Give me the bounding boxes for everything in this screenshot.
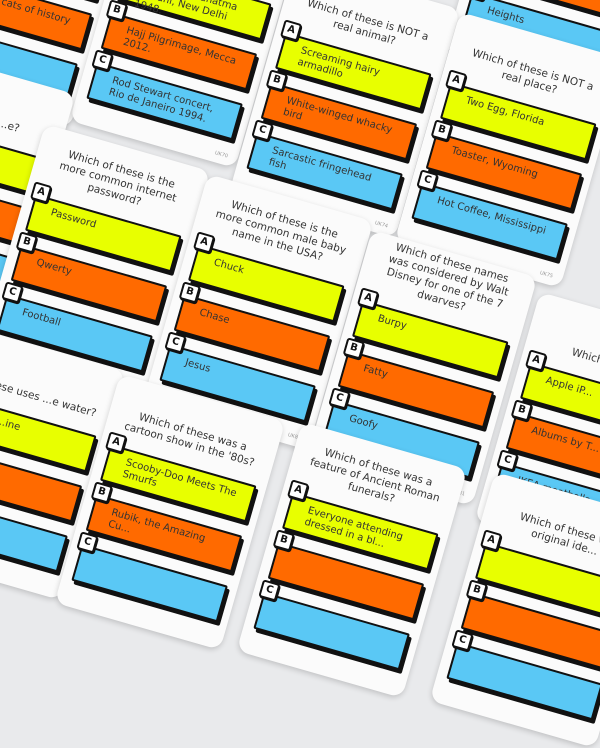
- answer-text: White-winged whacky bird: [282, 95, 394, 136]
- answer-text: Football: [21, 307, 62, 328]
- option-letter-tab: A: [280, 19, 302, 41]
- option-letter-tab: C: [1, 281, 23, 303]
- option-letter-tab: A: [287, 479, 309, 501]
- answer-text: Jesus: [184, 357, 212, 375]
- answer-text: ...d in ...ine: [0, 407, 21, 433]
- answer-text: Qwerty: [35, 257, 73, 278]
- option-letter-tab: B: [343, 337, 365, 359]
- option-letter-tab: B: [266, 69, 288, 91]
- option-letter-tab: A: [357, 287, 379, 309]
- answer-text: Scooby-Doo Meets The Smurfs: [121, 457, 238, 499]
- answer-text: Password: [49, 207, 97, 230]
- answer-text: Albums by T...: [530, 425, 600, 455]
- option-letter-tab: C: [466, 0, 488, 2]
- option-letter-tab: B: [91, 481, 113, 503]
- option-letter-tab: A: [30, 181, 52, 203]
- answer-text: Screaming hairy armadillo: [296, 45, 381, 80]
- option-letter-tab: A: [480, 529, 502, 551]
- option-letter-tab: C: [251, 119, 273, 141]
- option-letter-tab: C: [416, 169, 438, 191]
- answer-option-b: BFamous cats of history: [0, 0, 92, 50]
- answer-text: Rubik, the Amazing Cu...: [107, 507, 207, 544]
- option-letter-tab: B: [511, 399, 533, 421]
- option-letter-tab: A: [193, 231, 215, 253]
- option-letter-tab: C: [91, 49, 113, 71]
- answer-text: Hot Coffee, Mississippi: [436, 195, 547, 237]
- option-letter-tab: C: [258, 579, 280, 601]
- option-letter-tab: B: [466, 579, 488, 601]
- answer-text: Chuck: [212, 257, 245, 276]
- answer-text: Apple iP...: [544, 375, 594, 399]
- answer-text: Toaster, Wyoming: [450, 145, 539, 180]
- answer-text: Goofy: [348, 413, 379, 432]
- option-letter-tab: A: [105, 431, 127, 453]
- card-code: UK75: [539, 270, 553, 279]
- answer-text: Fatty: [362, 363, 389, 380]
- option-letter-tab: B: [106, 0, 128, 22]
- option-letter-tab: C: [451, 629, 473, 651]
- option-letter-tab: C: [328, 387, 350, 409]
- answer-text: Chase: [198, 307, 231, 326]
- option-letter-tab: C: [76, 531, 98, 553]
- option-letter-tab: A: [525, 349, 547, 371]
- option-letter-tab: C: [164, 331, 186, 353]
- card-code: UK70: [214, 150, 228, 159]
- option-letter-tab: A: [445, 69, 467, 91]
- option-letter-tab: B: [431, 119, 453, 141]
- option-letter-tab: B: [273, 529, 295, 551]
- option-letter-tab: B: [16, 231, 38, 253]
- answer-text: Hajj Pilgrimage, Mecca 2012.: [122, 25, 238, 67]
- option-letter-tab: B: [179, 281, 201, 303]
- answer-text: Everyone attending dressed in a bl...: [303, 505, 404, 550]
- answer-text: Sarcastic fringehead fish: [267, 145, 372, 184]
- answer-text: Burpy: [376, 313, 407, 332]
- answer-text: Rod Stewart concert, Rio de Janeiro 1994…: [107, 75, 214, 125]
- option-letter-tab: C: [496, 449, 518, 471]
- answer-text: Funeral of Mahatma Gandhi, New Delhi 194…: [133, 0, 239, 23]
- answer-text: Two Egg, Florida: [464, 95, 545, 128]
- answer-text: Famous cats of history: [0, 0, 71, 27]
- card-code: UK74: [374, 220, 388, 229]
